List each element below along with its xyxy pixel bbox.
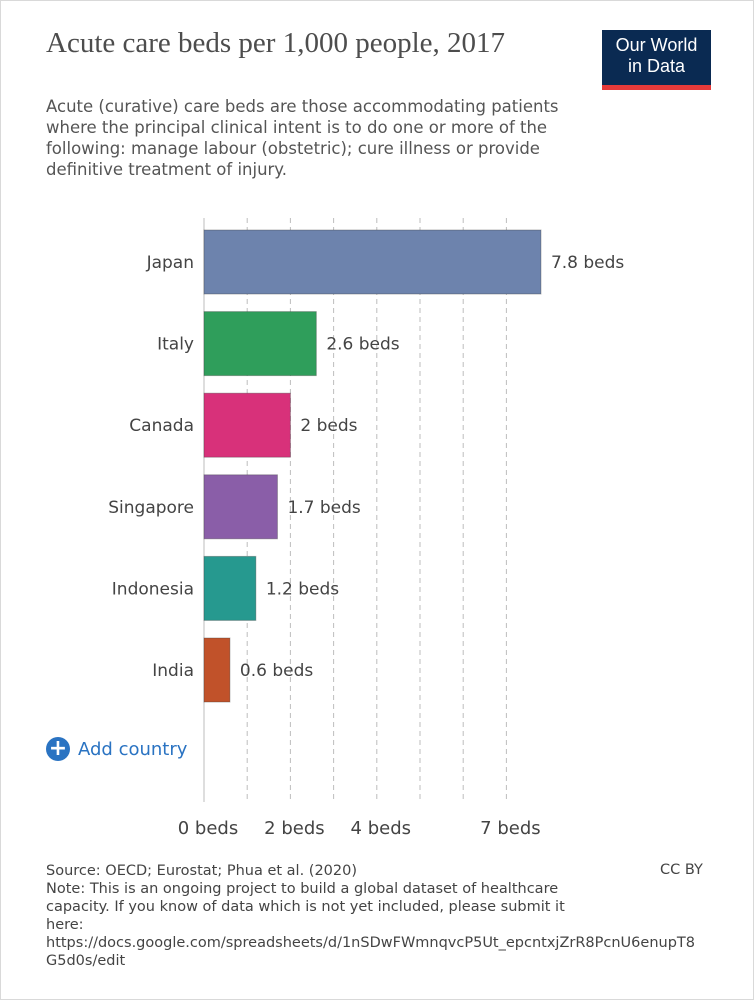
add-country-label: Add country bbox=[78, 738, 188, 760]
bar-italy bbox=[203, 311, 317, 377]
category-label-japan: Japan bbox=[146, 253, 194, 273]
logo-accent-bar bbox=[602, 85, 711, 90]
data-link[interactable]: https://docs.google.com/spreadsheets/d/1… bbox=[46, 935, 695, 969]
value-label-canada: 2 beds bbox=[300, 416, 357, 436]
chart-title: Acute care beds per 1,000 people, 2017 bbox=[46, 27, 506, 59]
logo-line-2: in Data bbox=[627, 56, 686, 76]
category-label-canada: Canada bbox=[129, 416, 194, 436]
note-text: Note: This is an ongoing project to buil… bbox=[46, 881, 565, 933]
value-label-indonesia: 1.2 beds bbox=[266, 579, 339, 599]
bar-singapore bbox=[203, 474, 278, 540]
bar-japan bbox=[203, 229, 542, 295]
category-label-indonesia: Indonesia bbox=[112, 579, 194, 599]
value-label-italy: 2.6 beds bbox=[326, 335, 399, 355]
x-tick-label-7: 7 beds bbox=[480, 818, 540, 839]
chart-subtitle: Acute (curative) care beds are those acc… bbox=[46, 97, 559, 179]
plus-circle-icon: + bbox=[46, 737, 70, 761]
license-text[interactable]: CC BY bbox=[660, 862, 703, 878]
x-tick-label-2: 2 beds bbox=[264, 818, 324, 839]
category-label-singapore: Singapore bbox=[108, 498, 194, 518]
value-label-india: 0.6 beds bbox=[240, 661, 313, 681]
bar-india bbox=[203, 637, 231, 703]
category-label-india: India bbox=[152, 661, 194, 681]
x-tick-label-4: 4 beds bbox=[351, 818, 411, 839]
bar-chart: Japan 7.8 beds Italy 2.6 beds Canada 2 beds Si… bbox=[108, 218, 624, 839]
x-tick-label-0: 0 beds bbox=[178, 818, 238, 839]
category-label-italy: Italy bbox=[157, 335, 194, 355]
add-country-button[interactable]: + Add country bbox=[46, 737, 187, 761]
owid-logo[interactable]: Our World in Data bbox=[602, 30, 711, 90]
logo-line-1: Our World bbox=[615, 35, 698, 55]
source-text: Source: OECD; Eurostat; Phua et al. (202… bbox=[46, 863, 358, 879]
value-label-japan: 7.8 beds bbox=[551, 253, 624, 273]
bar-canada bbox=[203, 392, 291, 458]
chart-footer: Source: OECD; Eurostat; Phua et al. (202… bbox=[46, 862, 706, 970]
bar-indonesia bbox=[203, 555, 257, 621]
value-label-singapore: 1.7 beds bbox=[287, 498, 360, 518]
